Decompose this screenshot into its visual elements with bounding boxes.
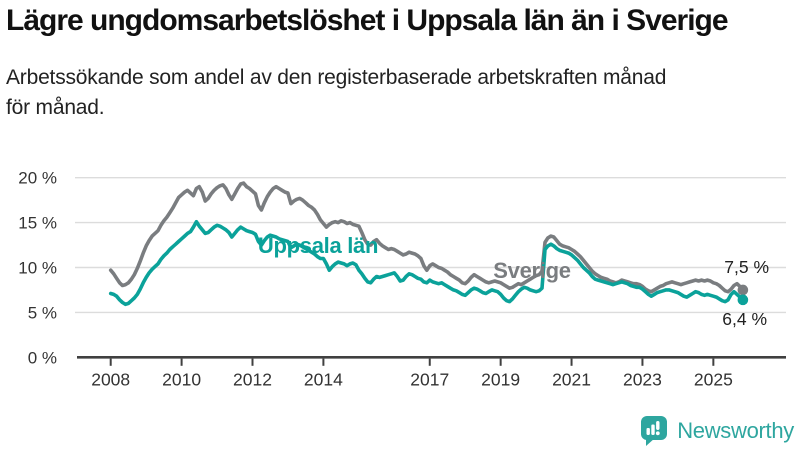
chart-subtitle-line-2: för månad. [6,95,105,119]
chart-subtitle-line-1: Arbetssökande som andel av den registerb… [6,65,667,89]
end-value-label-sverige: 7,5 % [724,257,769,277]
x-tick-label-2017: 2017 [410,369,449,389]
chart-title: Lägre ungdomsarbetslöshet i Uppsala län … [6,4,729,37]
series-end-dot-uppsala-l-n [737,294,749,306]
x-tick-label-2021: 2021 [552,369,591,389]
x-tick-label-2012: 2012 [233,369,272,389]
bar-chart-speech-bubble-icon [641,416,668,446]
x-tick-label-2010: 2010 [162,369,201,389]
newsworthy-logo: Newsworthy [640,415,794,446]
y-tick-label-10: 10 % [18,259,57,278]
x-tick-label-2014: 2014 [304,369,343,389]
series-label-uppsala-l-n: Uppsala län [258,233,378,258]
x-tick-label-2023: 2023 [623,369,662,389]
x-tick-label-2019: 2019 [481,369,520,389]
chart-header: Lägre ungdomsarbetslöshet i Uppsala län … [6,4,794,123]
y-tick-label-20: 20 % [18,169,57,188]
series-label-sverige: Sverige [493,258,570,283]
series-end-dot-sverige [737,284,749,296]
series-line-uppsala-l-n [108,219,745,307]
chart-subtitle: Arbetssökande som andel av den registerb… [6,63,794,124]
brand-name: Newsworthy [677,417,794,443]
y-tick-label-15: 15 % [18,214,57,233]
x-tick-label-2008: 2008 [91,369,130,389]
y-tick-label-5: 5 % [28,303,57,322]
series-line-sverige [108,181,745,294]
y-tick-label-0: 0 % [28,348,57,367]
end-value-label-uppsala-l-n: 6,4 % [722,309,767,329]
x-tick-label-2025: 2025 [694,369,733,389]
